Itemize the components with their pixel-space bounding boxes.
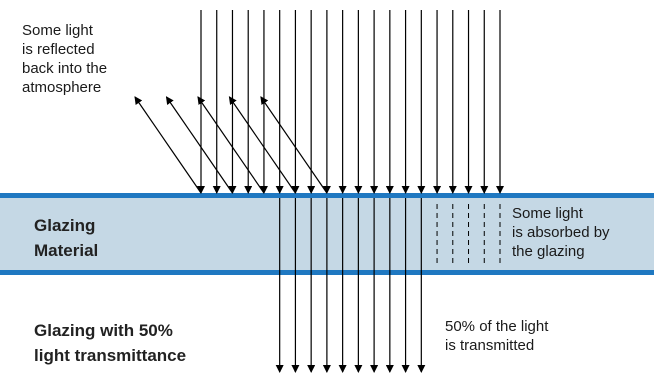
reflected-ray xyxy=(197,96,265,194)
glazing-material-label: Glazing Material xyxy=(34,216,99,260)
light-rays xyxy=(134,10,504,373)
glazing-top-border xyxy=(0,193,654,198)
reflected-ray xyxy=(134,96,202,194)
absorbed-light-note: Some light is absorbed by the glazing xyxy=(512,205,610,260)
reflected-ray xyxy=(228,96,296,194)
reflected-ray xyxy=(165,96,233,194)
transmittance-title: Glazing with 50% light transmittance xyxy=(34,321,187,365)
transmitted-light-note: 50% of the light is transmitted xyxy=(445,318,549,354)
reflected-light-note: Some light is reflected back into the at… xyxy=(22,22,108,96)
reflected-ray xyxy=(260,96,328,194)
